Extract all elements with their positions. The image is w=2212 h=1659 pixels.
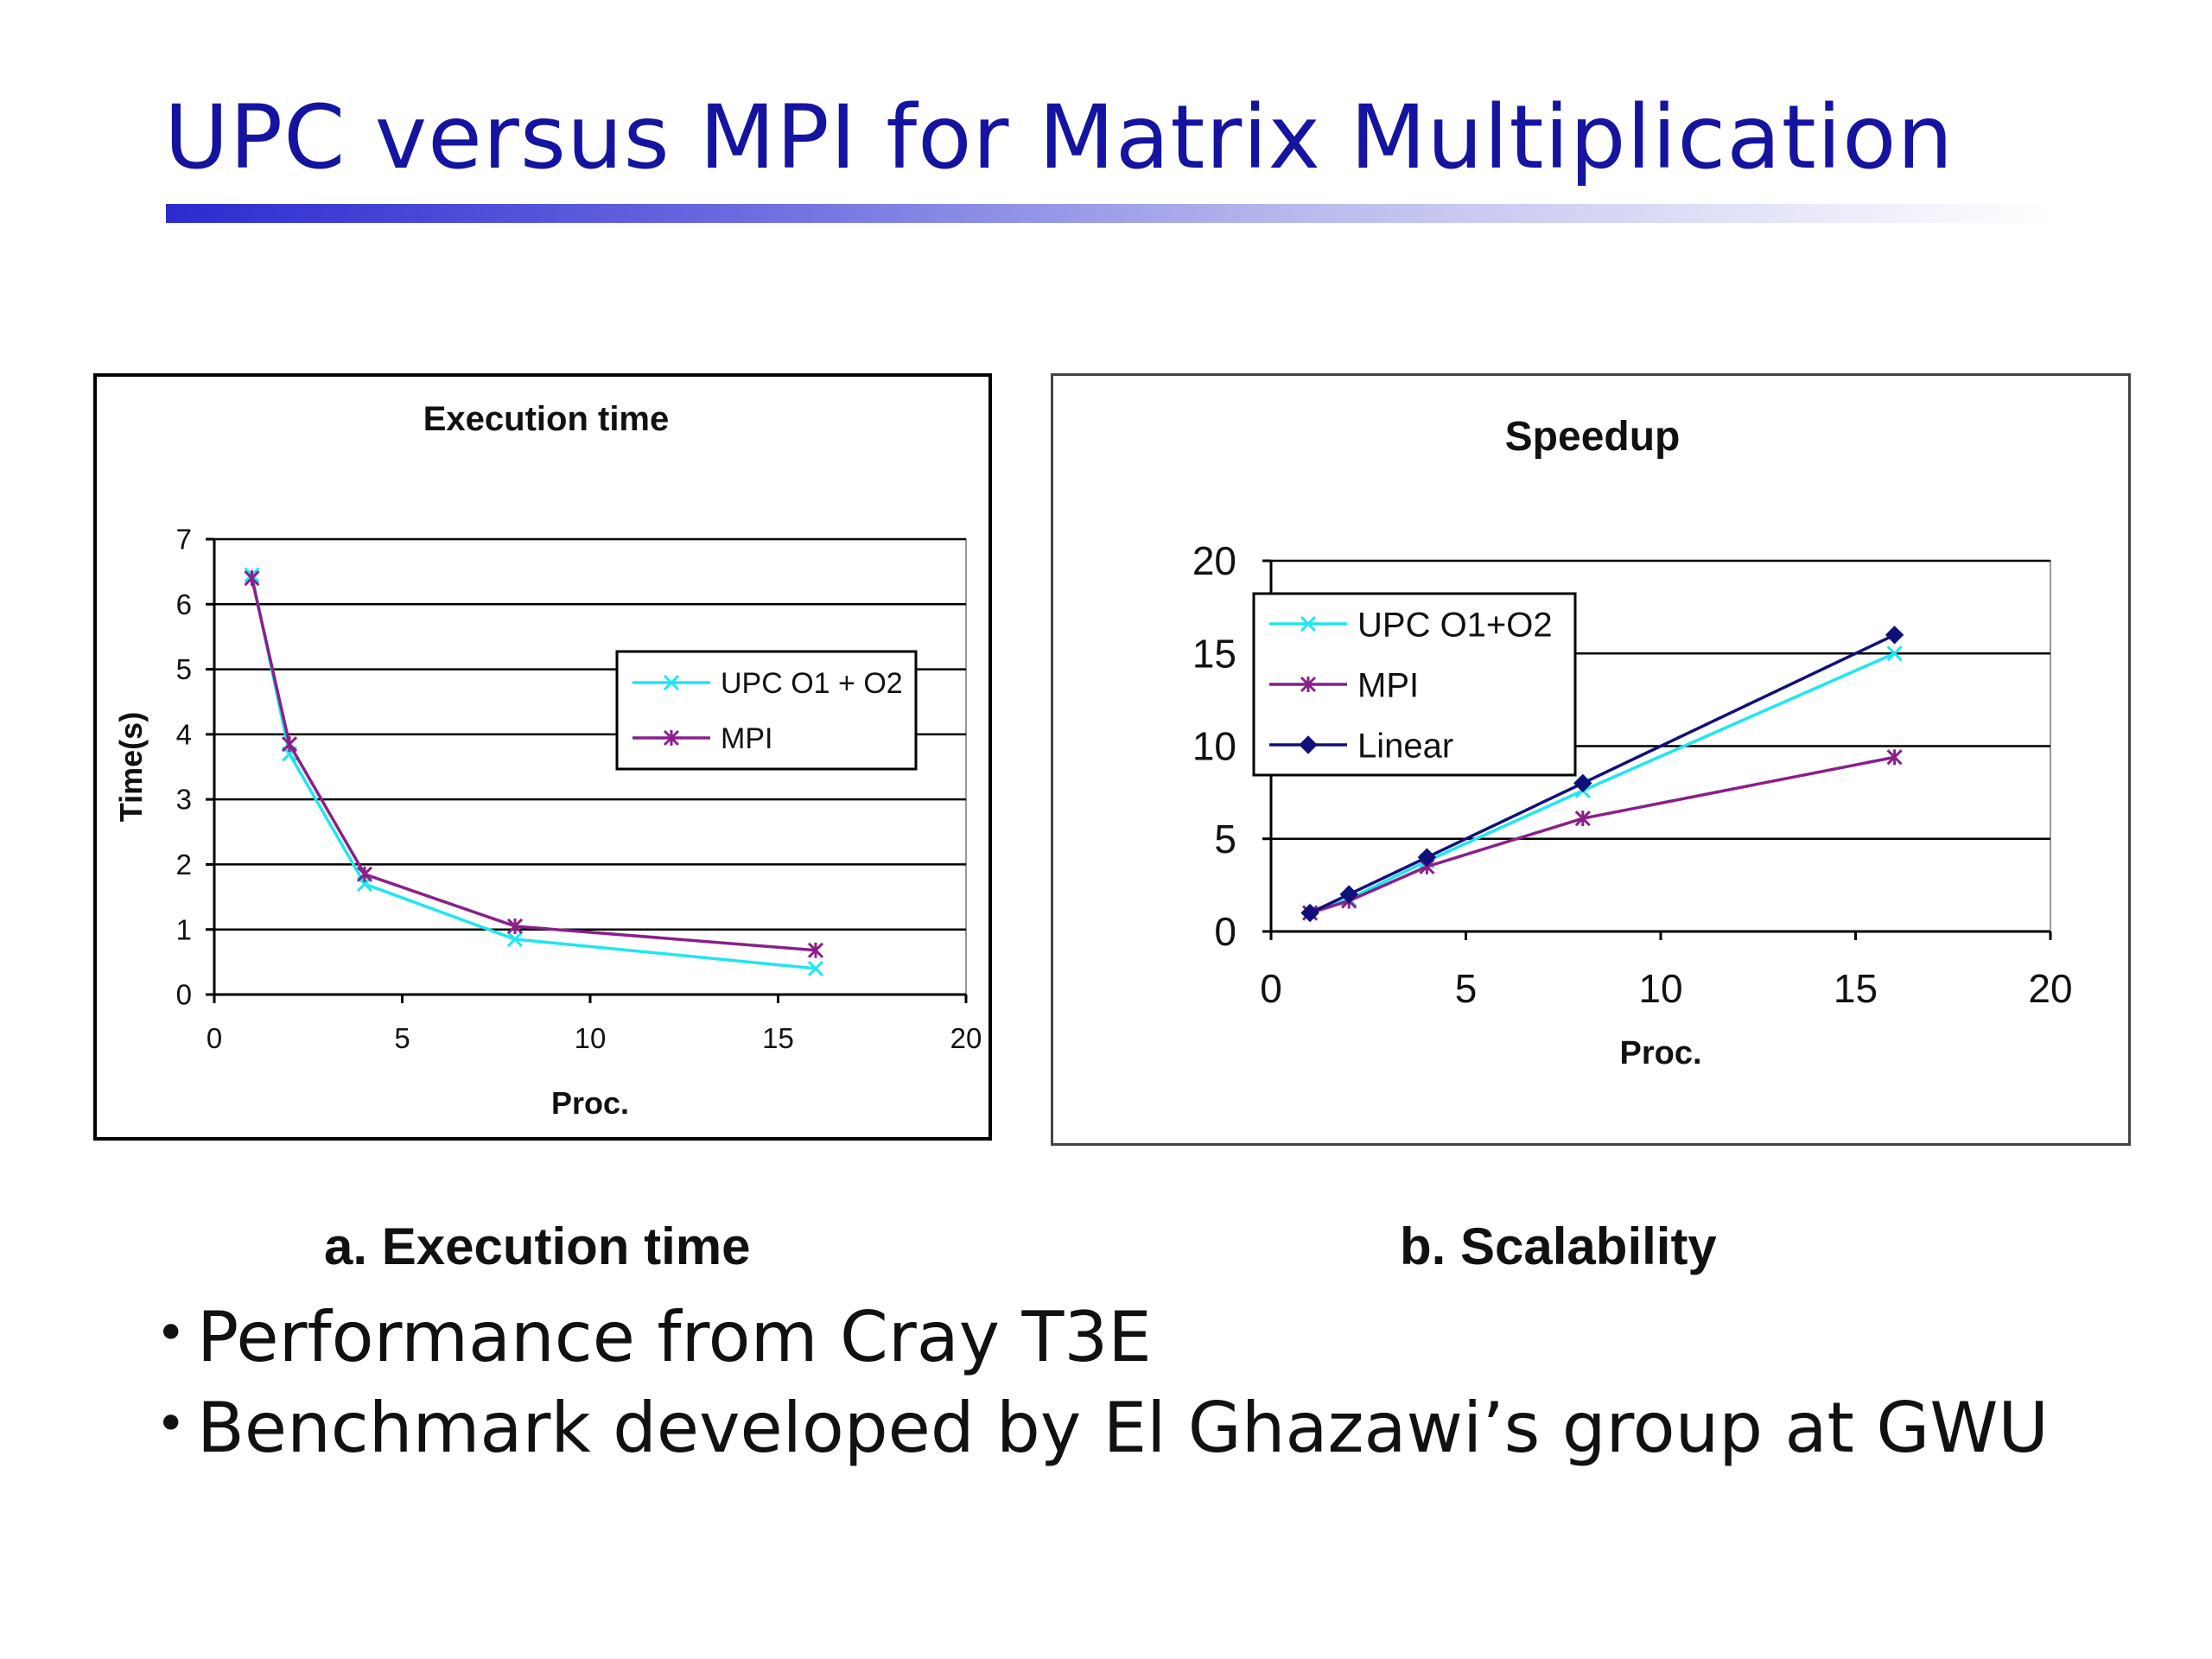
y-tick-label: 10: [1192, 724, 1236, 769]
y-tick-label: 0: [1214, 909, 1236, 954]
x-tick-label: 20: [2028, 966, 2072, 1011]
legend-label-mpi: MPI: [1357, 666, 1419, 704]
y-tick-label: 4: [176, 718, 192, 750]
data-point-linear: [1417, 848, 1437, 867]
legend-label-upc-o1-o2: UPC O1 + O2: [721, 667, 903, 700]
legend-marker-mpi: [1300, 676, 1317, 693]
data-point-mpi: [1574, 810, 1591, 827]
chart-title: Execution time: [423, 400, 670, 438]
x-tick-label: 15: [1834, 966, 1878, 1011]
y-tick-label: 5: [176, 653, 192, 685]
legend-marker-upc-o1-o2: [1300, 615, 1317, 632]
legend-marker-upc-o1-o2: [663, 674, 680, 691]
legend: UPC O1+O2 MPI Linear: [1252, 592, 1577, 777]
series-linear: [1300, 626, 1904, 923]
data-point-upc-o1-o2: [506, 931, 524, 948]
bullet-item: Performance from Cray T3E: [156, 1288, 2049, 1382]
x-tick-label: 0: [1260, 966, 1282, 1011]
x-tick-label: 0: [207, 1022, 222, 1054]
execution-time-chart: 0 1 2 3 4 5 6 7 0 5 10 15 20 Execution time Proc. Time(…: [93, 373, 992, 1141]
y-tick-label: 1: [176, 913, 192, 945]
y-tick-label: 3: [176, 784, 192, 816]
data-point-mpi: [506, 918, 524, 935]
legend-label-upc-o1-o2: UPC O1+O2: [1357, 606, 1553, 644]
caption-execution-time: a. Execution time: [324, 1217, 751, 1275]
x-tick-label: 10: [1638, 966, 1682, 1011]
legend-marker-linear: [1299, 735, 1318, 754]
series-line-upc-o1-o2: [250, 575, 817, 970]
legend-label-mpi: MPI: [721, 722, 772, 755]
legend-box: [615, 650, 918, 771]
series-upc-o1-o2: [244, 567, 824, 976]
data-point-mpi: [281, 736, 298, 753]
data-point-upc-o1-o2: [1886, 645, 1903, 662]
y-tick-label: 7: [176, 524, 192, 556]
data-point-upc-o1-o2: [807, 960, 824, 976]
y-tick-label: 2: [176, 849, 192, 880]
data-point-linear: [1300, 903, 1319, 923]
x-axis-label: Proc.: [1619, 1035, 1701, 1071]
data-point-mpi: [807, 942, 824, 958]
y-tick-label: 5: [1214, 817, 1236, 861]
y-tick-label: 0: [176, 979, 192, 1011]
x-tick-label: 15: [762, 1022, 794, 1054]
x-tick-label: 10: [575, 1022, 607, 1054]
title-underline: [166, 204, 2050, 223]
bullet-list: Performance from Cray T3E Benchmark deve…: [156, 1288, 2049, 1473]
y-tick-label: 6: [176, 588, 192, 620]
caption-scalability: b. Scalability: [1400, 1217, 1717, 1275]
bullet-item: Benchmark developed by El Ghazawi’s grou…: [156, 1379, 2049, 1473]
x-tick-label: 5: [394, 1022, 410, 1054]
legend-marker-mpi: [663, 729, 680, 747]
data-point-linear: [1573, 773, 1592, 793]
speedup-chart-svg: 0 5 10 15 20 0 5 10 15 20 Speedup Proc. UPC O1+O2 MPI…: [1192, 414, 2073, 1071]
y-tick-label: 15: [1192, 631, 1236, 676]
y-tick-label: 20: [1192, 538, 1236, 583]
x-axis-label: Proc.: [551, 1085, 629, 1121]
execution-time-chart-svg: 0 1 2 3 4 5 6 7 0 5 10 15 20 Execution time Proc. Time(…: [113, 400, 982, 1121]
x-tick-label: 20: [950, 1022, 982, 1054]
data-point-linear: [1885, 626, 1904, 645]
data-point-mpi: [244, 570, 260, 587]
speedup-chart: 0 5 10 15 20 0 5 10 15 20 Speedup Proc. UPC O1+O2 MPI…: [1051, 373, 2131, 1146]
data-point-linear: [1339, 885, 1358, 904]
data-point-mpi: [356, 866, 373, 882]
x-tick-label: 5: [1455, 966, 1478, 1011]
data-point-mpi: [1886, 749, 1903, 766]
series-mpi: [244, 570, 824, 958]
slide-title: UPC versus MPI for Matrix Multiplication: [164, 86, 1955, 189]
legend: UPC O1 + O2 MPI: [615, 650, 918, 771]
y-axis-label: Time(s): [113, 712, 149, 822]
chart-title: Speedup: [1505, 414, 1681, 460]
legend-label-linear: Linear: [1357, 727, 1453, 765]
